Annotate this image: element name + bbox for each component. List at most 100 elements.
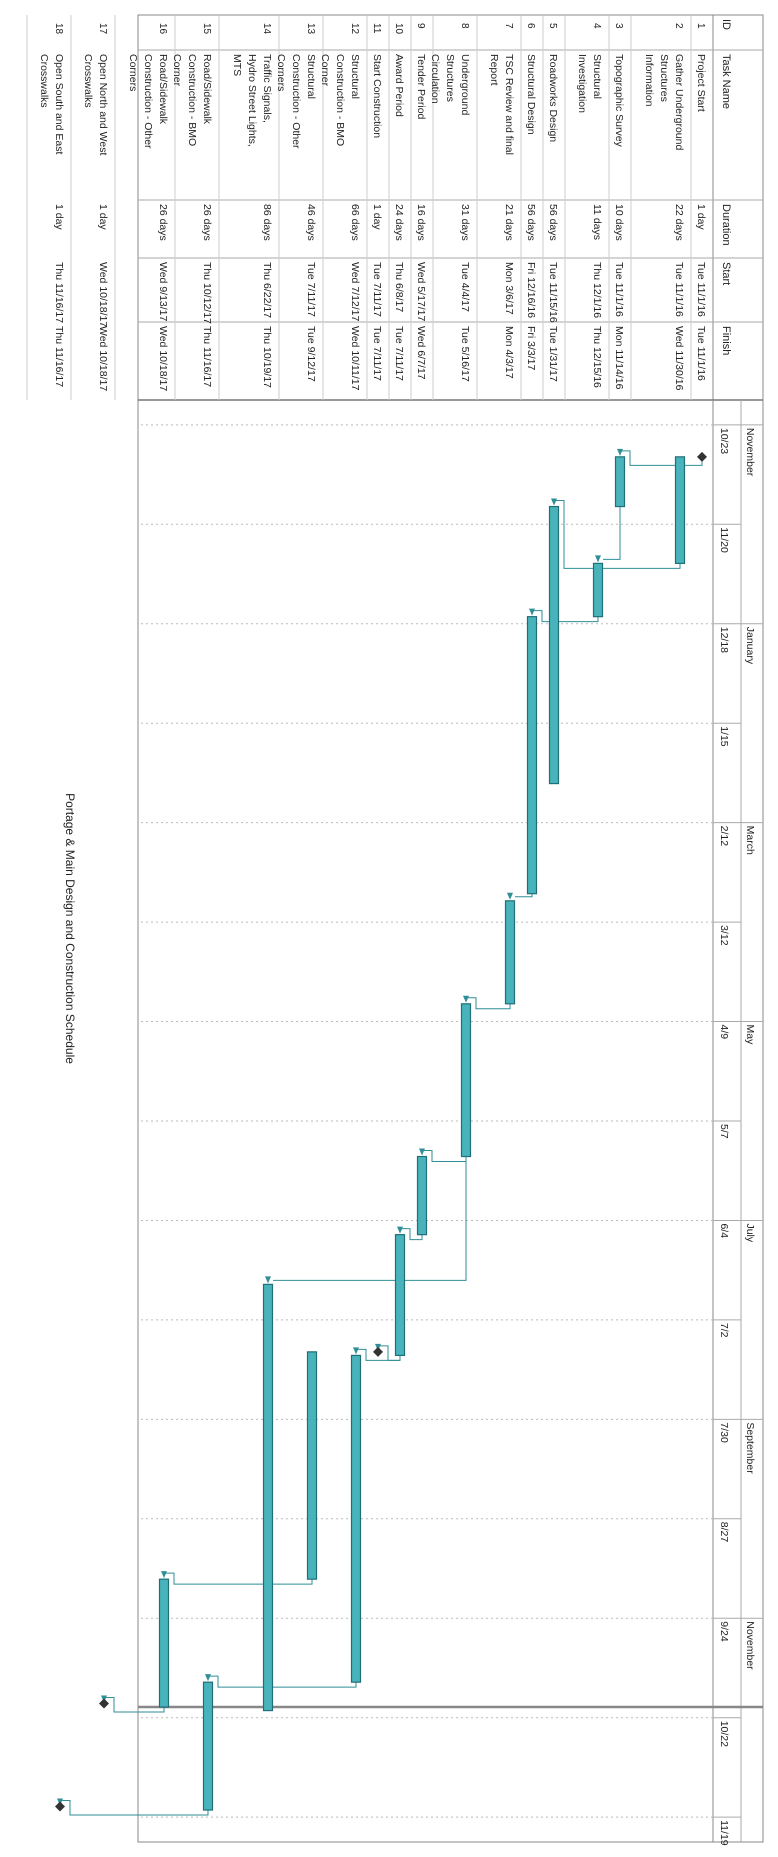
- task-id: 17: [97, 23, 108, 35]
- milestone-marker: [99, 1698, 109, 1709]
- task-start: Mon 3/6/17: [503, 262, 515, 315]
- tick-label: 1/15: [718, 726, 730, 747]
- task-duration: 11 days: [591, 204, 603, 240]
- task-bar: [202, 1681, 214, 1811]
- task-start: Tue 11/1/16: [613, 262, 625, 317]
- milestone-marker: [55, 1801, 65, 1812]
- tick-label: 6/4: [718, 1223, 730, 1238]
- task-id: 15: [201, 23, 212, 35]
- chart-title: Portage & Main Design and Construction S…: [63, 793, 77, 1064]
- task-start: Fri 12/16/16: [525, 262, 537, 318]
- dependency-link: [207, 1675, 357, 1688]
- task-start: Tue 11/15/16: [547, 262, 559, 323]
- tick-label: 10/22: [718, 1721, 730, 1747]
- task-duration: 56 days: [525, 204, 537, 241]
- dependency-arrow: [529, 608, 535, 616]
- task-id: 7: [503, 23, 514, 29]
- dependency-link: [465, 997, 511, 1010]
- task-start: Wed 10/18/17: [97, 262, 109, 327]
- task-start: Tue 11/1/16: [695, 262, 707, 317]
- tick-label: 3/12: [718, 925, 730, 946]
- dependency-link: [103, 1696, 165, 1713]
- table-row: 8 UndergroundStructuresCirculation 31 days…: [429, 15, 471, 400]
- task-bar: [350, 1354, 362, 1683]
- dependency-link: [553, 500, 681, 569]
- task-finish: Wed 11/30/16: [673, 326, 685, 391]
- task-duration: 24 days: [393, 204, 405, 241]
- task-id: 14: [261, 23, 272, 35]
- task-name: Road/SidewalkConstruction - OtherCorners: [127, 54, 169, 149]
- dependency-arrow: [205, 1674, 211, 1682]
- task-bar: [460, 1003, 472, 1158]
- month-label: November: [744, 428, 756, 477]
- task-finish: Tue 7/11/17: [371, 326, 383, 381]
- dependency-link: [59, 1799, 209, 1816]
- timeline-grid: 10/23 11/20 12/18 1/15 2/12 3/12 4/9 5/7 6/4 7/2 7…: [138, 400, 763, 1846]
- table-row: 3 Topographic Survey 10 days Tue 11/1/16 Mon…: [608, 15, 625, 400]
- dependency-link: [531, 610, 599, 623]
- task-name: StructuralInvestigation: [576, 54, 603, 113]
- task-finish: Wed 10/11/17: [349, 326, 361, 391]
- task-name: Open South and EastCrosswalks: [38, 54, 65, 154]
- task-duration: 46 days: [305, 204, 317, 241]
- tick-label: 2/12: [718, 826, 730, 847]
- task-bar: [262, 1283, 274, 1712]
- task-finish: Tue 1/31/17: [547, 326, 559, 382]
- task-name: Project Start: [695, 54, 707, 112]
- column-header: Finish: [720, 326, 732, 355]
- task-finish: Tue 9/12/17: [305, 326, 317, 382]
- table-row: 11 Start Construction 1 day Tue 7/11/17 Tue …: [366, 15, 383, 400]
- tick-label: 12/18: [718, 627, 730, 653]
- task-name: UndergroundStructuresCirculation: [429, 54, 471, 115]
- task-id: 11: [371, 23, 382, 34]
- task-finish: Tue 5/16/17: [459, 326, 471, 382]
- task-start: Tue 4/4/17: [459, 262, 471, 312]
- month-label: November: [744, 1621, 756, 1670]
- task-finish: Thu 10/19/17: [261, 326, 273, 388]
- task-id: 9: [415, 23, 426, 29]
- tick-label: 7/30: [718, 1422, 730, 1443]
- table-row: 16 Road/SidewalkConstruction - OtherCorne…: [114, 15, 169, 400]
- task-bar: [306, 1351, 318, 1580]
- task-finish: Wed 10/18/17: [97, 326, 109, 391]
- task-id: 2: [673, 23, 684, 29]
- task-duration: 1 day: [371, 204, 383, 230]
- task-duration: 16 days: [415, 204, 427, 241]
- task-finish: Fri 3/3/17: [525, 326, 537, 371]
- dependency-arrow: [617, 448, 623, 456]
- task-finish: Wed 6/7/17: [415, 326, 427, 380]
- task-name: Start Construction: [371, 54, 383, 138]
- task-finish: Thu 11/16/17: [53, 326, 65, 387]
- dependency-arrow: [595, 555, 601, 563]
- dependency-arrow: [551, 498, 557, 506]
- tick-label: 11/20: [718, 527, 730, 553]
- task-duration: 26 days: [157, 204, 169, 241]
- dependency-link: [163, 1572, 313, 1585]
- table-row: 2 Gather UndergroundStructuresInformation…: [630, 15, 685, 400]
- task-name: Structural Design: [525, 54, 537, 135]
- task-start: Thu 12/1/16: [591, 262, 603, 318]
- dependency-arrow: [419, 1148, 425, 1156]
- tick-label: 10/23: [718, 428, 730, 454]
- task-name: Tender Period: [415, 54, 427, 120]
- task-duration: 26 days: [201, 204, 213, 241]
- dependency-arrow: [397, 1226, 403, 1234]
- table-row: 7 TSC Review and finalReport 21 days Mon 3/…: [476, 15, 515, 400]
- task-duration: 10 days: [613, 204, 625, 241]
- task-finish: Tue 11/1/16: [695, 326, 707, 381]
- task-bar: [548, 505, 560, 785]
- table-row: 6 Structural Design 56 days Fri 12/16/16 Fri…: [520, 15, 537, 400]
- task-start: Tue 11/1/16: [673, 262, 685, 317]
- month-label: May: [744, 1025, 756, 1046]
- task-start: Wed 5/17/17: [415, 262, 427, 322]
- task-bar: [416, 1155, 428, 1236]
- table-row: 9 Tender Period 16 days Wed 5/17/17 Wed 6/7/…: [410, 15, 427, 400]
- task-finish: Thu 12/15/16: [591, 326, 603, 388]
- task-bar: [526, 616, 538, 895]
- task-duration: 86 days: [261, 204, 273, 241]
- task-duration: 22 days: [673, 204, 685, 241]
- task-start: Thu 11/16/17: [53, 262, 65, 323]
- dependency-link: [515, 893, 533, 898]
- table-row: 1 Project Start 1 day Tue 11/1/16 Tue 11/1/1…: [690, 15, 707, 400]
